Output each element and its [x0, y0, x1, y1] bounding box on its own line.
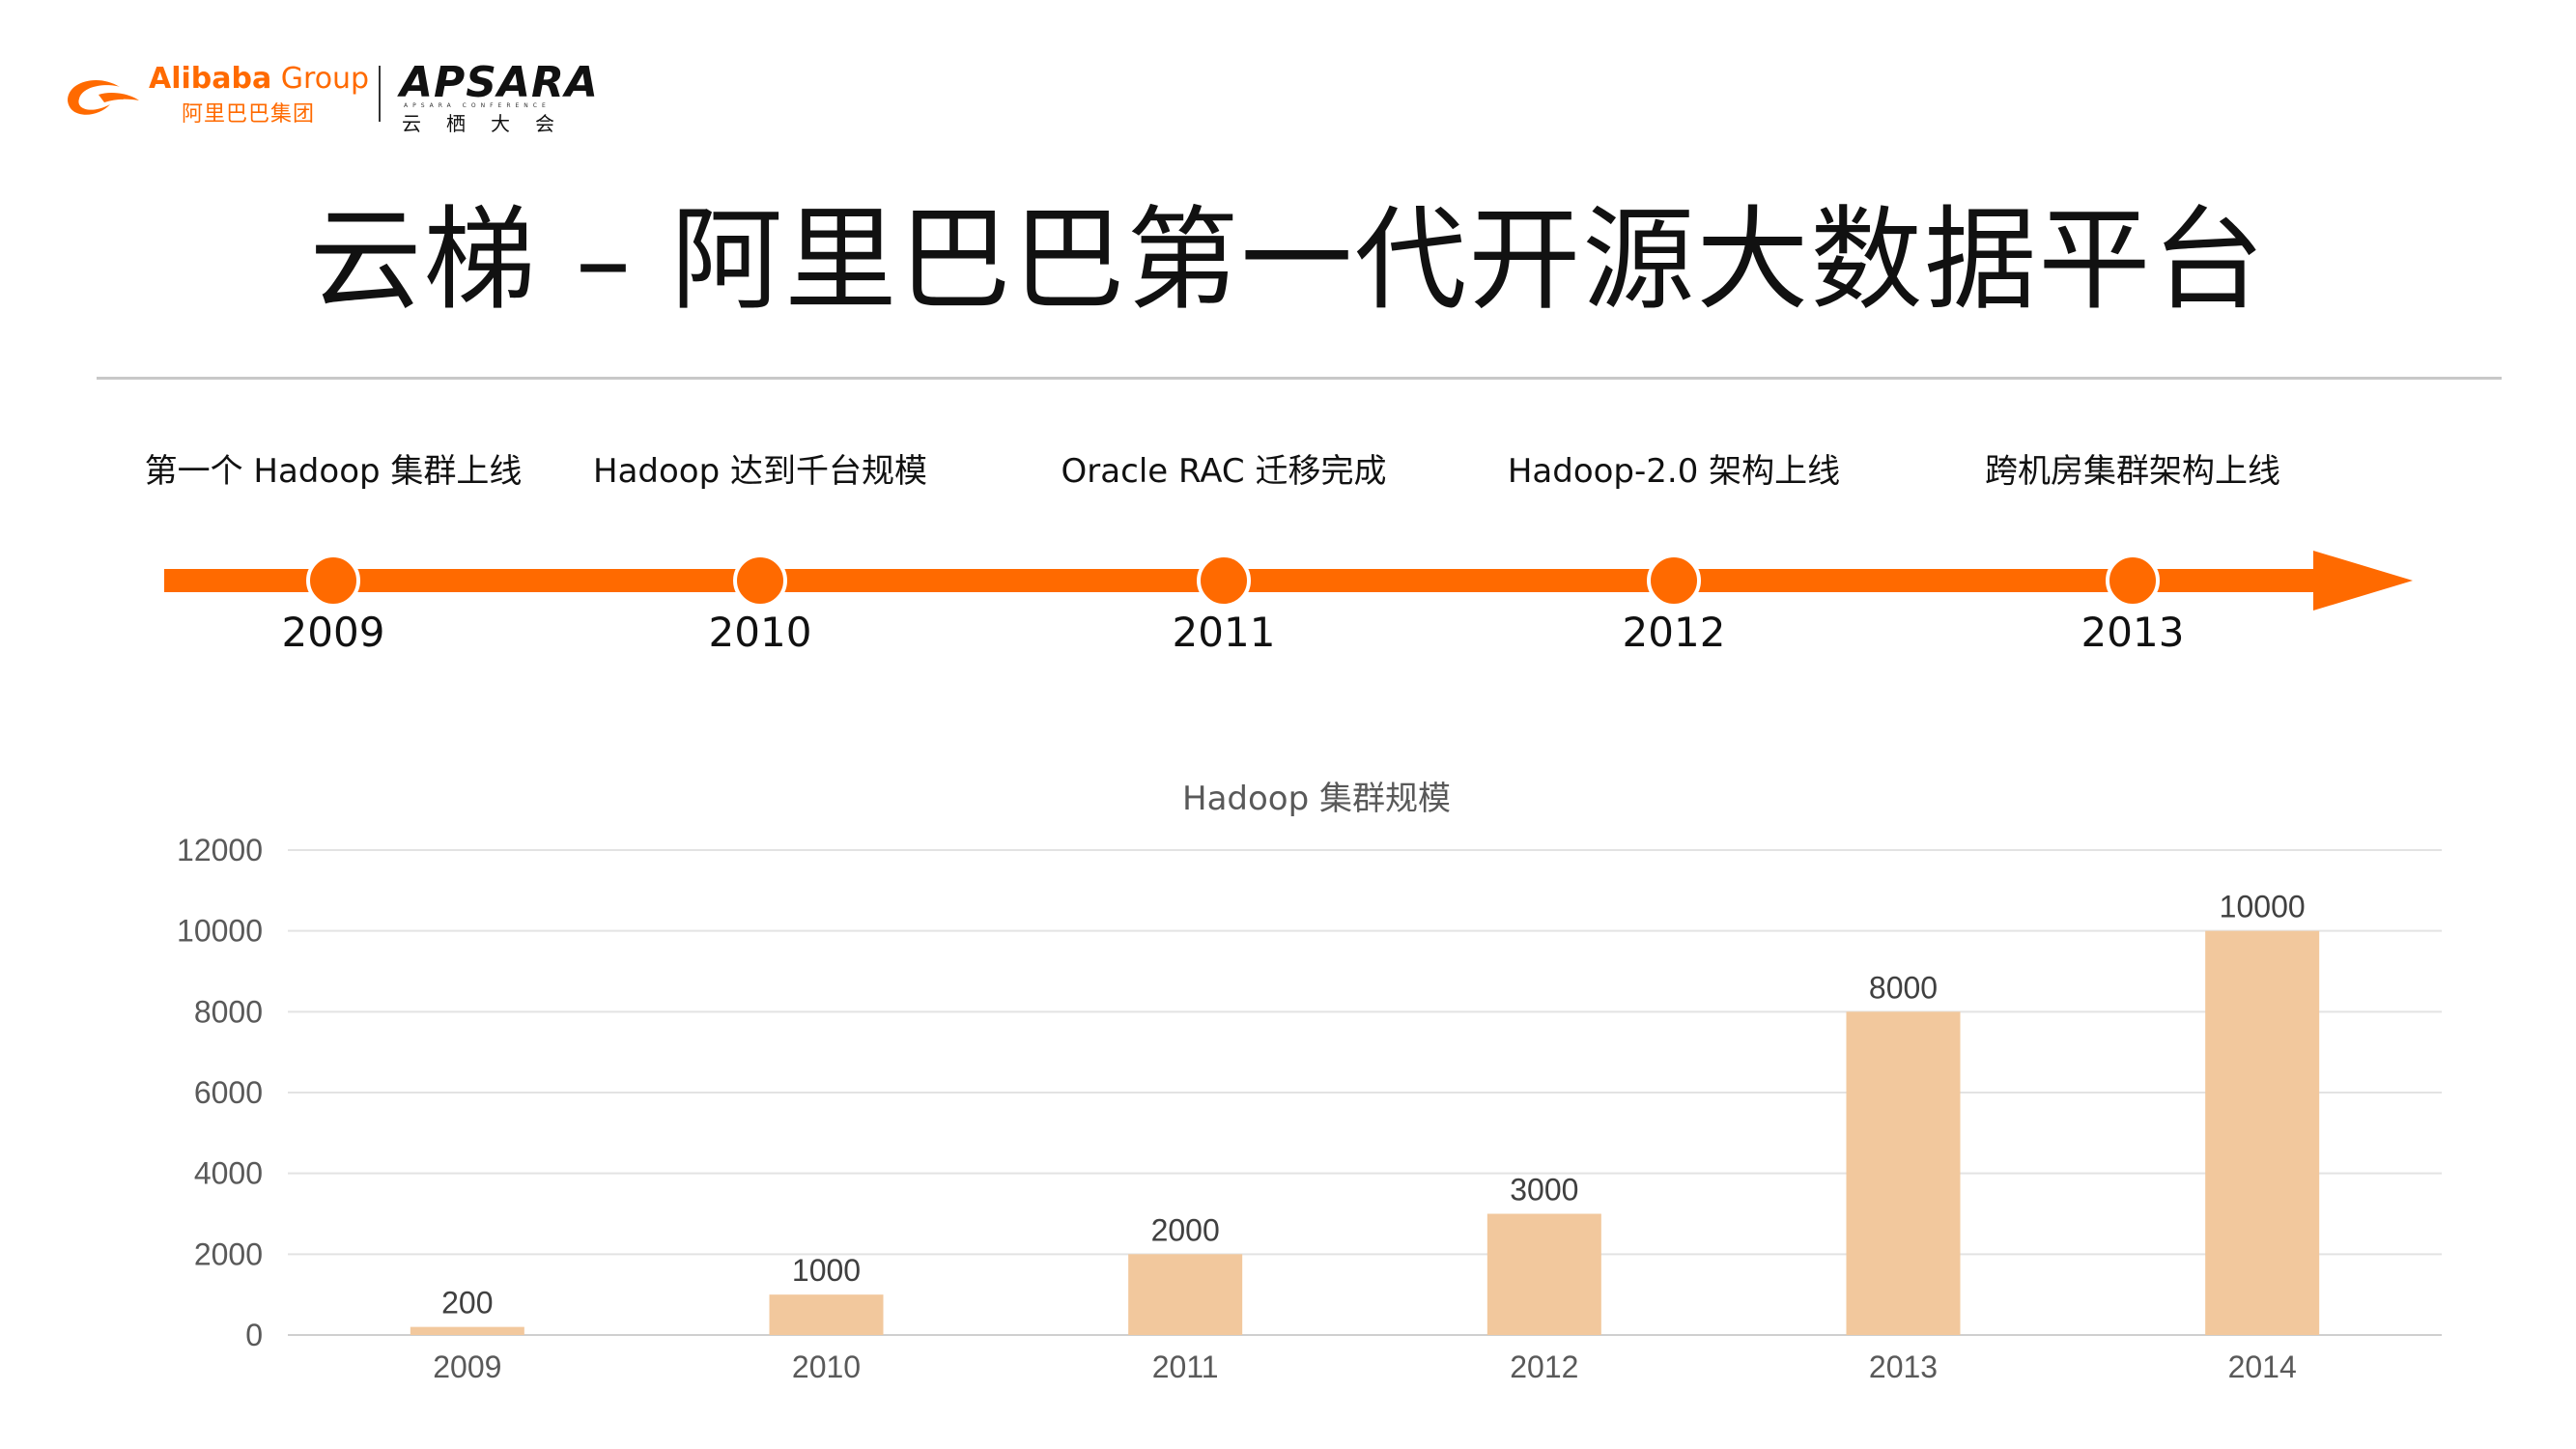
milestone-year: 2010: [708, 609, 812, 656]
data-label: 3000: [1510, 1173, 1578, 1208]
x-tick-label: 2011: [1152, 1350, 1219, 1384]
data-label: 200: [441, 1286, 493, 1321]
x-tick-label: 2014: [2228, 1350, 2297, 1384]
data-label: 1000: [792, 1253, 861, 1288]
header-divider: [379, 66, 381, 122]
conference-logo: APSARA: [400, 58, 599, 107]
milestone-label: Oracle RAC 迁移完成: [1061, 452, 1387, 491]
bar: [769, 1294, 884, 1335]
alibaba-logo-icon: [68, 79, 139, 115]
bar: [2205, 930, 2320, 1335]
conference-subtitle: APSARA CONFERENCE: [404, 102, 551, 109]
milestone-label: 跨机房集群架构上线: [1985, 452, 2280, 491]
bar: [1486, 1213, 1601, 1335]
y-tick-label: 2000: [194, 1236, 263, 1271]
brand-name: Alibaba Group: [149, 62, 370, 96]
x-tick-label: 2009: [433, 1350, 501, 1384]
conference-name-cn: 云栖大会: [402, 112, 580, 135]
y-tick-label: 6000: [194, 1075, 263, 1110]
milestone-label: 第一个 Hadoop 集群上线: [144, 452, 523, 491]
milestone-label: Hadoop-2.0 架构上线: [1507, 452, 1841, 491]
x-tick-label: 2010: [792, 1350, 861, 1384]
milestone-year: 2009: [281, 609, 385, 656]
timeline: [164, 551, 2413, 611]
bar: [1846, 1011, 1961, 1335]
data-label: 10000: [2220, 890, 2306, 924]
milestone-year: 2012: [1622, 609, 1726, 656]
y-tick-label: 0: [245, 1318, 263, 1352]
y-tick-label: 10000: [177, 914, 263, 949]
title-divider: [97, 377, 2502, 380]
milestone-year: 2013: [2081, 609, 2185, 656]
milestone-year: 2011: [1172, 609, 1276, 656]
bar: [410, 1326, 524, 1335]
y-tick-label: 8000: [194, 994, 263, 1029]
bar-chart: Hadoop 集群规模 0 2000 4000 6000 8000 10000 12000 20…: [177, 780, 2442, 1384]
x-tick-label: 2013: [1869, 1350, 1938, 1384]
data-label: 2000: [1151, 1212, 1220, 1247]
header: Alibaba Group 阿里巴巴集团 APSARA APSARA CONFE…: [60, 56, 601, 135]
y-tick-label: 4000: [194, 1156, 263, 1191]
timeline-node: [1647, 554, 1701, 608]
timeline-node: [733, 554, 787, 608]
chart-title: Hadoop 集群规模: [1182, 780, 1451, 818]
bar: [1128, 1254, 1243, 1335]
timeline-arrow-icon: [2313, 551, 2413, 611]
page-title: 云梯 – 阿里巴巴第一代开源大数据平台: [309, 195, 2267, 326]
timeline-node: [1197, 554, 1251, 608]
y-tick-label: 12000: [177, 833, 263, 867]
brand-name-cn: 阿里巴巴集团: [182, 102, 316, 127]
x-tick-label: 2012: [1510, 1350, 1578, 1384]
timeline-node: [306, 554, 360, 608]
milestone-label: Hadoop 达到千台规模: [593, 452, 927, 491]
timeline-node: [2106, 554, 2160, 608]
data-label: 8000: [1869, 970, 1938, 1005]
